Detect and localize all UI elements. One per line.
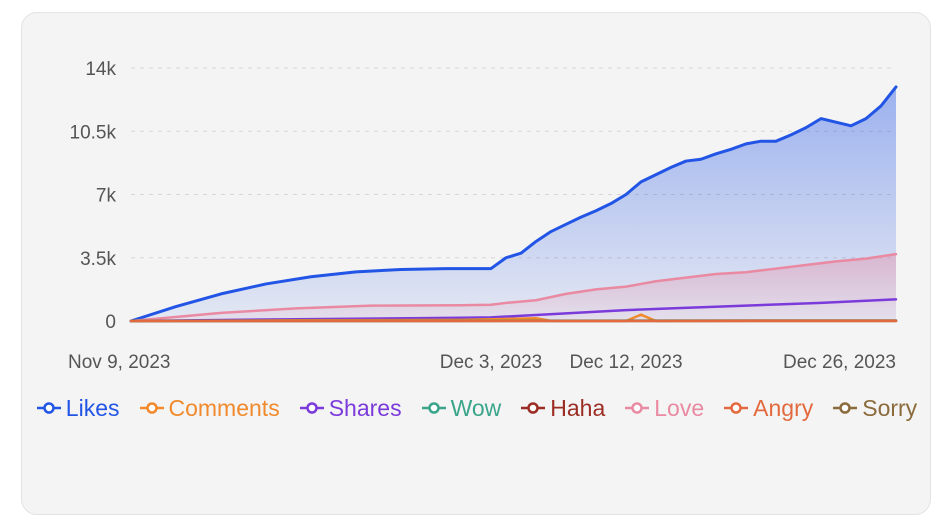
y-tick-label: 0 — [105, 312, 116, 333]
legend-swatch-icon — [421, 402, 446, 414]
legend-item-sorry[interactable]: Sorry — [828, 394, 920, 422]
legend-item-angry[interactable]: Angry — [719, 394, 816, 422]
legend-label: Haha — [550, 395, 606, 421]
legend-item-wow[interactable]: Wow — [417, 394, 505, 422]
legend-label: Wow — [450, 395, 502, 421]
legend-swatch-icon — [521, 402, 546, 414]
x-tick-label: Dec 3, 2023 — [440, 352, 542, 373]
x-axis-ticks: Nov 9, 2023 Dec 3, 2023 Dec 12, 2023 Dec 26… — [68, 352, 896, 373]
legend-item-shares[interactable]: Shares — [295, 394, 405, 422]
legend-label: Sorry — [862, 395, 918, 421]
y-tick-label: 10.5k — [70, 122, 117, 143]
legend-swatch-icon — [139, 402, 164, 414]
y-tick-label: 3.5k — [80, 249, 116, 270]
legend-label: Comments — [168, 395, 280, 421]
line-love[interactable] — [129, 252, 898, 323]
area-love — [131, 254, 896, 321]
legend-swatch-icon — [724, 402, 749, 414]
series-lines — [129, 85, 898, 323]
x-tick-label: Dec 12, 2023 — [569, 352, 682, 373]
x-tick-label: Dec 26, 2023 — [783, 352, 896, 373]
legend-swatch-icon — [625, 402, 650, 414]
line-shares[interactable] — [129, 298, 898, 323]
grid-lines — [131, 67, 896, 259]
y-axis-ticks: 0 3.5k 7k 10.5k 14k — [70, 59, 117, 333]
legend-swatch-icon — [36, 402, 61, 414]
legend-label: Shares — [328, 395, 402, 421]
legend-item-haha[interactable]: Haha — [516, 394, 608, 422]
legend-item-love[interactable]: Love — [620, 394, 707, 422]
legend-label: Angry — [753, 395, 814, 421]
legend-label: Love — [654, 395, 705, 421]
legend-swatch-icon — [833, 402, 858, 414]
area-likes — [131, 86, 896, 321]
y-tick-label: 14k — [85, 59, 116, 80]
legend-swatch-icon — [299, 402, 324, 414]
y-tick-label: 7k — [96, 186, 117, 207]
x-tick-label: Nov 9, 2023 — [68, 352, 170, 373]
legend-label: Likes — [65, 395, 120, 421]
legend-item-likes[interactable]: Likes — [32, 394, 123, 422]
chart-legend: Likes Comments Shares Wow Haha Love Angry Sorry — [21, 394, 931, 422]
legend-item-comments[interactable]: Comments — [135, 394, 283, 422]
area-chart: 0 3.5k 7k 10.5k 14k Nov 9, 2023 Dec 3, 2023 De… — [68, 59, 898, 373]
area-fills — [131, 86, 896, 321]
line-likes[interactable] — [129, 85, 898, 323]
